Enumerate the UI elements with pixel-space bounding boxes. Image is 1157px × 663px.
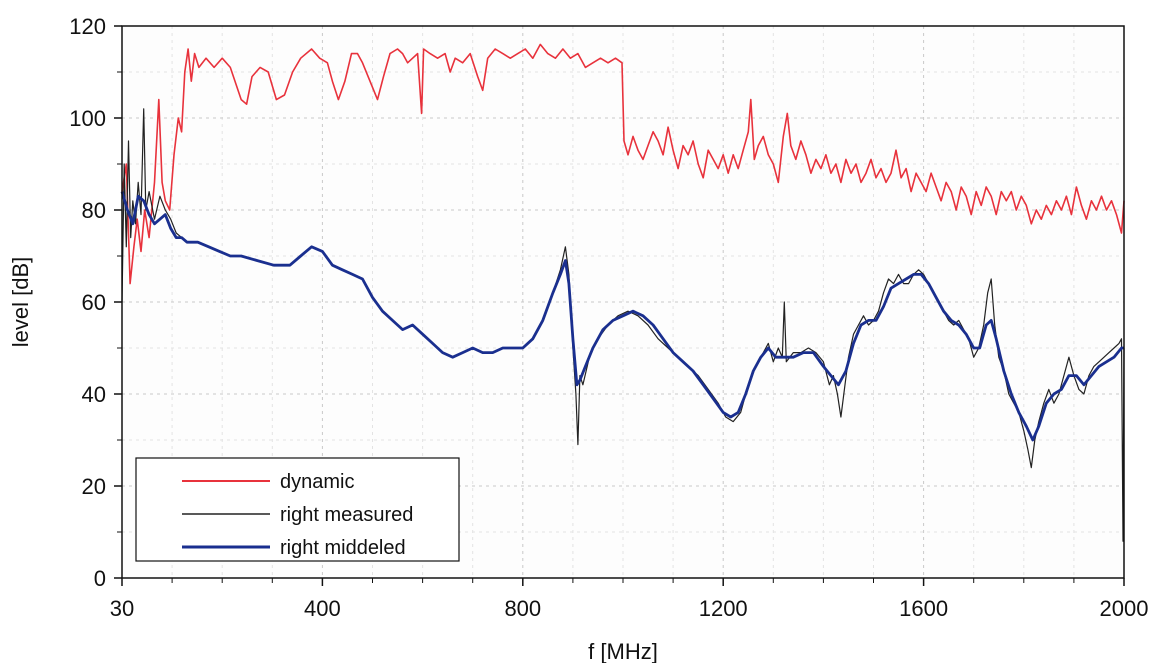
y-tick-label: 0	[94, 566, 106, 591]
legend-box	[135, 457, 460, 562]
x-tick-label: 30	[110, 596, 134, 621]
axes: 30 400 800 1200 1600 2000 0 20 40 60 80 100 120	[69, 14, 1148, 621]
x-tick-label: 400	[304, 596, 341, 621]
series-line-dynamic	[121, 43, 1125, 285]
legend-label-dynamic: dynamic	[280, 471, 354, 493]
y-tick-label: 60	[82, 290, 106, 315]
x-tick-label: 1600	[899, 596, 948, 621]
legend: dynamic right measured right middeled	[135, 457, 460, 562]
y-tick-label: 80	[82, 198, 106, 223]
y-tick-label: 40	[82, 382, 106, 407]
x-tick-label: 1200	[699, 596, 748, 621]
y-axis-title: level [dB]	[8, 257, 33, 348]
x-tick-label: 800	[504, 596, 541, 621]
legend-label-right-measured: right measured	[280, 504, 413, 526]
y-tick-label: 100	[69, 106, 106, 131]
y-tick-label: 120	[69, 14, 106, 39]
x-tick-label: 2000	[1100, 596, 1149, 621]
legend-label-right-middeled: right middeled	[280, 537, 406, 559]
series-layer	[120, 43, 1125, 542]
series-line-right-middeled	[120, 191, 1124, 442]
x-axis-title: f [MHz]	[588, 639, 658, 663]
y-tick-label: 20	[82, 474, 106, 499]
